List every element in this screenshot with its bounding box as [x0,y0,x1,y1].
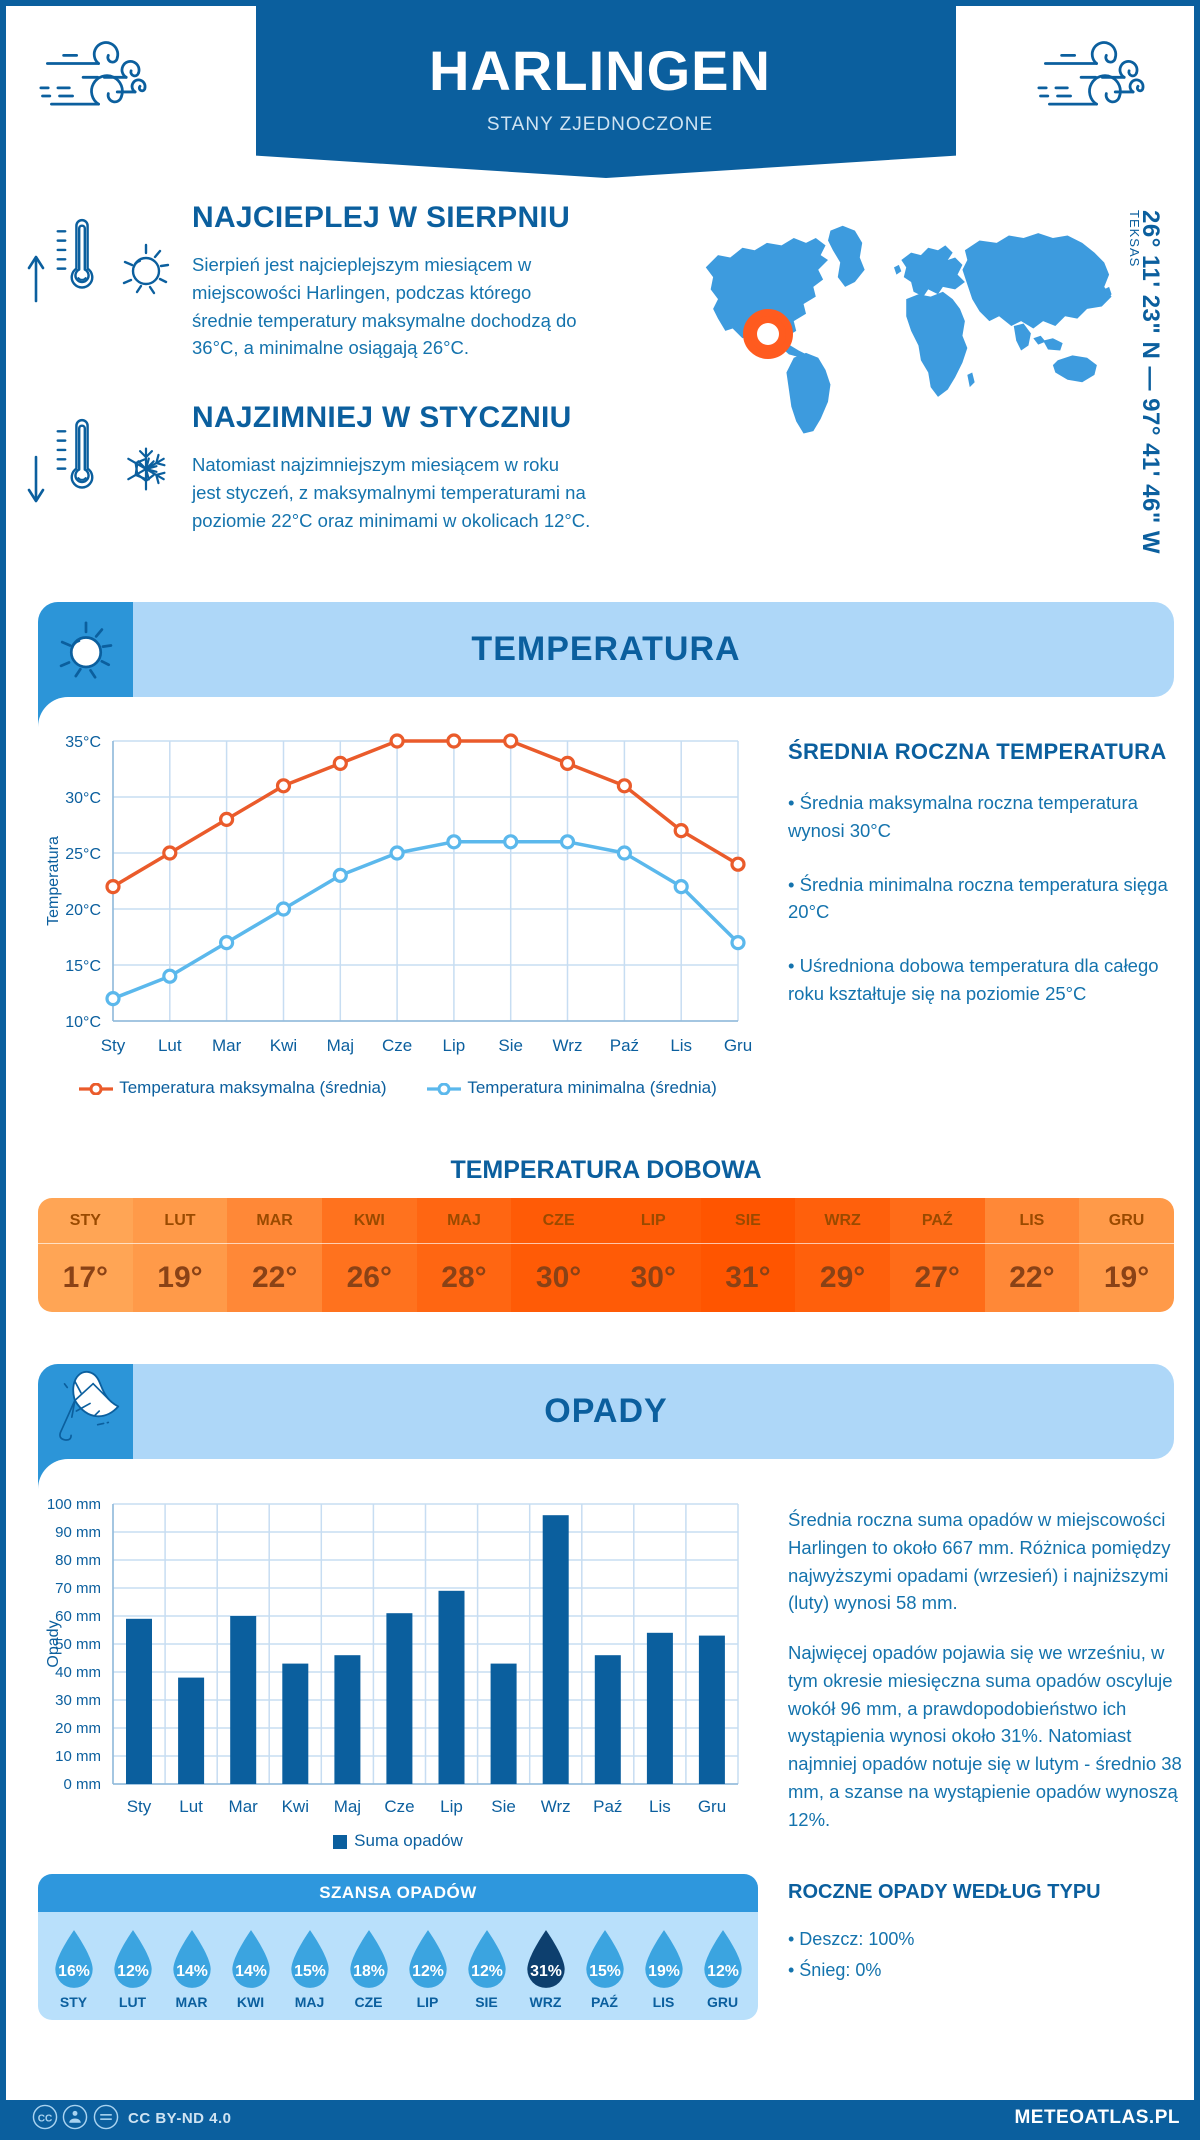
svg-text:12%: 12% [412,1963,444,1980]
svg-text:20°C: 20°C [65,902,101,919]
svg-text:Lut: Lut [158,1036,182,1055]
svg-text:Kwi: Kwi [282,1797,309,1816]
svg-text:Gru: Gru [724,1036,752,1055]
svg-text:70 mm: 70 mm [55,1580,101,1597]
svg-text:Lut: Lut [179,1797,203,1816]
svg-text:60 mm: 60 mm [55,1608,101,1625]
svg-text:12%: 12% [117,1963,149,1980]
svg-text:Gru: Gru [698,1797,726,1816]
svg-text:19%: 19% [648,1963,680,1980]
svg-text:90 mm: 90 mm [55,1524,101,1541]
svg-text:Opady: Opady [45,1620,62,1667]
svg-text:Lip: Lip [440,1797,463,1816]
svg-text:30 mm: 30 mm [55,1692,101,1709]
svg-text:Kwi: Kwi [270,1036,297,1055]
svg-text:31%: 31% [530,1963,562,1980]
svg-text:0 mm: 0 mm [64,1776,102,1793]
svg-text:Mar: Mar [229,1797,259,1816]
svg-text:12%: 12% [707,1963,739,1980]
svg-text:10 mm: 10 mm [55,1748,101,1765]
svg-text:Sie: Sie [491,1797,516,1816]
svg-text:Paź: Paź [610,1036,639,1055]
svg-text:Wrz: Wrz [541,1797,571,1816]
svg-text:Lis: Lis [649,1797,671,1816]
svg-text:Cze: Cze [382,1036,412,1055]
svg-text:Lis: Lis [670,1036,692,1055]
svg-text:30°C: 30°C [65,790,101,807]
svg-text:100 mm: 100 mm [47,1496,101,1513]
svg-text:Lip: Lip [443,1036,466,1055]
svg-text:18%: 18% [353,1963,385,1980]
svg-text:25°C: 25°C [65,846,101,863]
svg-text:Mar: Mar [212,1036,242,1055]
svg-text:14%: 14% [176,1963,208,1980]
svg-text:Maj: Maj [334,1797,361,1816]
svg-text:Cze: Cze [384,1797,414,1816]
svg-text:Sty: Sty [101,1036,126,1055]
svg-text:80 mm: 80 mm [55,1552,101,1569]
svg-text:Sty: Sty [127,1797,152,1816]
svg-text:Wrz: Wrz [553,1036,583,1055]
svg-text:15%: 15% [294,1963,326,1980]
svg-text:40 mm: 40 mm [55,1664,101,1681]
svg-text:15%: 15% [589,1963,621,1980]
svg-text:15°C: 15°C [65,958,101,975]
svg-text:35°C: 35°C [65,734,101,751]
svg-text:14%: 14% [235,1963,267,1980]
svg-text:Temperatura: Temperatura [45,836,62,926]
svg-text:Maj: Maj [327,1036,354,1055]
svg-text:Paź: Paź [593,1797,622,1816]
svg-text:50 mm: 50 mm [55,1636,101,1653]
svg-text:20 mm: 20 mm [55,1720,101,1737]
svg-text:12%: 12% [471,1963,503,1980]
svg-text:16%: 16% [58,1963,90,1980]
svg-text:Sie: Sie [498,1036,523,1055]
svg-text:CC: CC [38,2113,53,2124]
svg-text:10°C: 10°C [65,1014,101,1031]
